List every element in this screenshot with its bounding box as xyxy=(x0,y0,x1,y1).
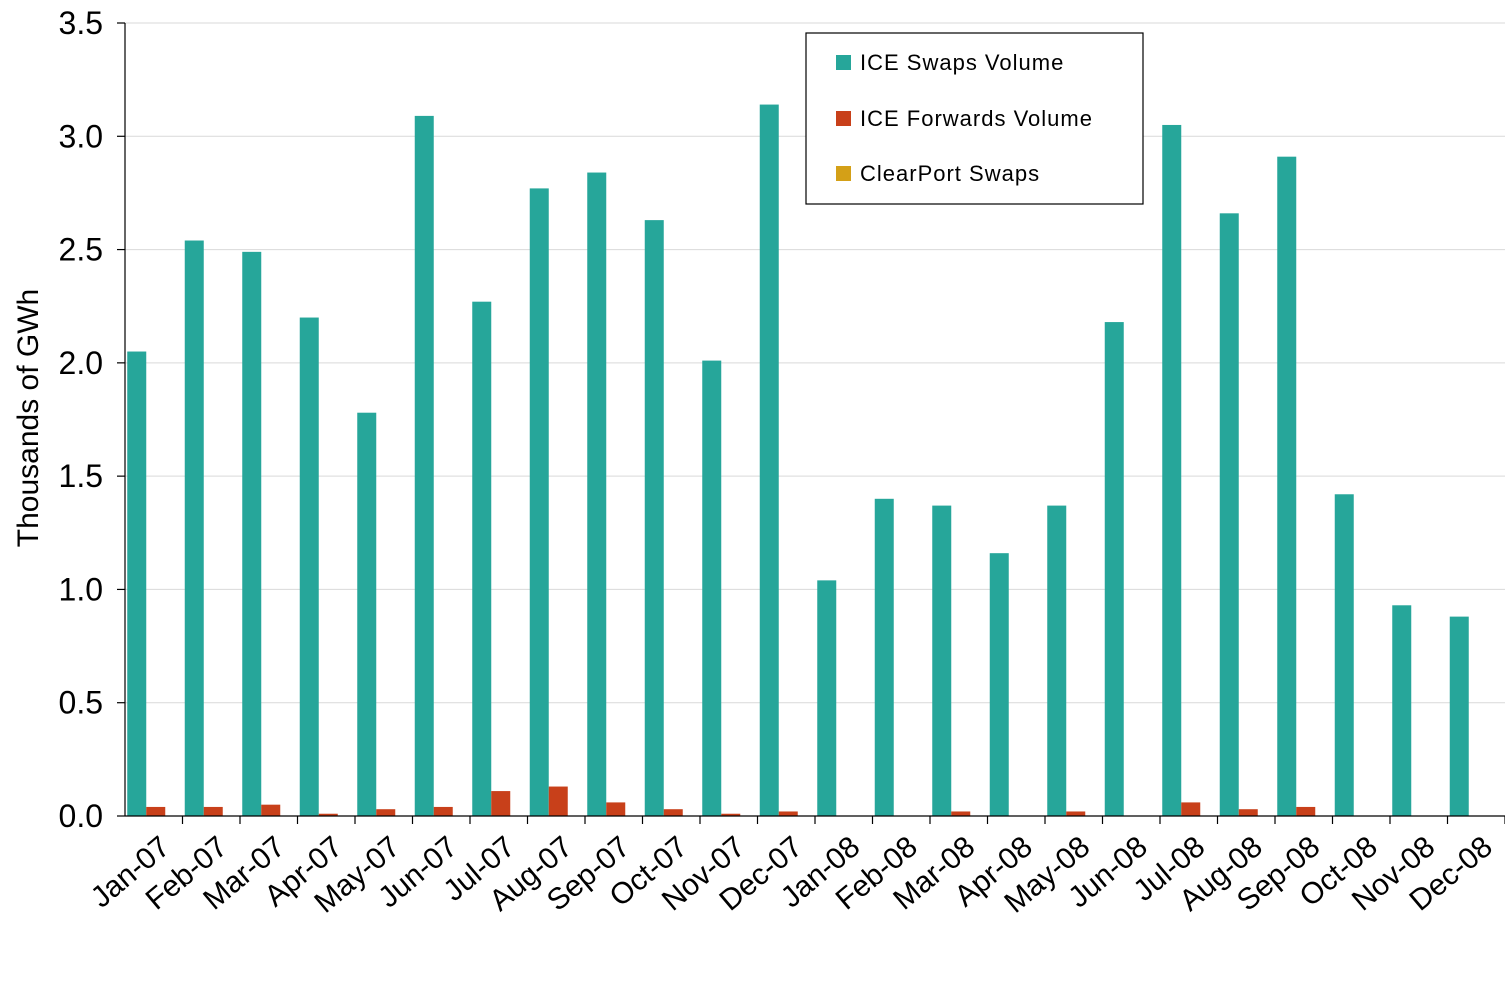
bar-ice-swaps-volume-may-07 xyxy=(357,412,377,816)
bar-ice-swaps-volume-jun-08 xyxy=(1104,322,1124,816)
bar-ice-swaps-volume-sep-07 xyxy=(587,172,607,817)
bar-ice-forwards-volume-mar-08 xyxy=(951,811,971,816)
bar-ice-swaps-volume-apr-08 xyxy=(989,553,1009,816)
bar-ice-swaps-volume-feb-08 xyxy=(874,498,894,816)
bar-ice-swaps-volume-nov-07 xyxy=(702,360,722,816)
bar-ice-forwards-volume-jan-07 xyxy=(146,806,166,816)
bar-ice-swaps-volume-jun-07 xyxy=(414,115,434,816)
bar-ice-swaps-volume-aug-08 xyxy=(1219,213,1239,816)
bar-ice-swaps-volume-nov-08 xyxy=(1392,605,1412,816)
axes xyxy=(117,22,1505,824)
bar-ice-forwards-volume-feb-07 xyxy=(203,806,223,816)
bar-ice-swaps-volume-mar-07 xyxy=(242,251,262,816)
bar-ice-forwards-volume-may-07 xyxy=(376,809,396,816)
bars xyxy=(127,104,1469,817)
legend-swatch-clearport-swaps xyxy=(836,166,851,181)
bar-ice-forwards-volume-oct-07 xyxy=(663,809,683,816)
y-tick-label: 1.0 xyxy=(59,571,103,607)
bar-ice-swaps-volume-mar-08 xyxy=(932,505,952,816)
bar-ice-forwards-volume-apr-07 xyxy=(318,813,338,816)
y-tick-labels: 0.0 0.5 1.0 1.5 2.0 2.5 3.0 3.5 xyxy=(59,5,103,834)
y-tick-label: 0.5 xyxy=(59,685,103,721)
bar-ice-forwards-volume-sep-08 xyxy=(1296,806,1316,816)
legend-swatch-ice-forwards xyxy=(836,111,851,126)
bar-ice-forwards-volume-jul-07 xyxy=(491,791,511,816)
legend-swatch-ice-swaps xyxy=(836,55,851,70)
bar-ice-swaps-volume-apr-07 xyxy=(299,317,319,816)
bar-ice-forwards-volume-dec-07 xyxy=(778,811,798,816)
y-tick-label: 1.5 xyxy=(59,458,103,494)
bar-ice-forwards-volume-sep-07 xyxy=(606,802,626,816)
bar-ice-swaps-volume-sep-08 xyxy=(1277,156,1297,817)
bar-ice-swaps-volume-jul-07 xyxy=(472,301,492,816)
bar-ice-forwards-volume-may-08 xyxy=(1066,811,1086,816)
y-tick-label: 3.0 xyxy=(59,118,103,154)
y-axis-title: Thousands of GWh xyxy=(12,289,45,547)
bar-ice-swaps-volume-oct-07 xyxy=(644,220,664,817)
bar-ice-forwards-volume-aug-08 xyxy=(1238,809,1258,816)
bar-ice-swaps-volume-may-08 xyxy=(1047,505,1067,816)
x-tick-labels: Jan-07Feb-07Mar-07Apr-07May-07Jun-07Jul-… xyxy=(85,830,1499,920)
y-tick-label: 3.5 xyxy=(59,5,103,41)
legend-box xyxy=(805,32,1144,205)
y-tick-label: 2.0 xyxy=(59,345,103,381)
legend: ICE Swaps Volume ICE Forwards Volume Cle… xyxy=(805,32,1144,205)
y-tick-label: 0.0 xyxy=(59,798,103,834)
bar-ice-forwards-volume-jun-07 xyxy=(433,806,453,816)
bar-ice-swaps-volume-jan-07 xyxy=(127,351,147,816)
bar-ice-swaps-volume-dec-07 xyxy=(759,104,779,816)
bar-ice-swaps-volume-aug-07 xyxy=(529,188,549,816)
bar-ice-swaps-volume-feb-07 xyxy=(184,240,204,817)
bar-ice-swaps-volume-dec-08 xyxy=(1449,616,1469,816)
bar-ice-forwards-volume-mar-07 xyxy=(261,804,281,816)
legend-label-clearport-swaps: ClearPort Swaps xyxy=(860,161,1040,186)
bar-ice-forwards-volume-nov-07 xyxy=(721,813,741,816)
bar-ice-swaps-volume-jul-08 xyxy=(1162,124,1182,816)
bar-ice-swaps-volume-oct-08 xyxy=(1334,494,1354,816)
legend-label-ice-swaps: ICE Swaps Volume xyxy=(860,50,1064,75)
bar-ice-forwards-volume-aug-07 xyxy=(548,786,568,816)
y-tick-label: 2.5 xyxy=(59,232,103,268)
legend-label-ice-forwards: ICE Forwards Volume xyxy=(860,106,1093,131)
bar-ice-forwards-volume-jul-08 xyxy=(1181,802,1201,816)
bar-ice-swaps-volume-jan-08 xyxy=(817,580,837,816)
